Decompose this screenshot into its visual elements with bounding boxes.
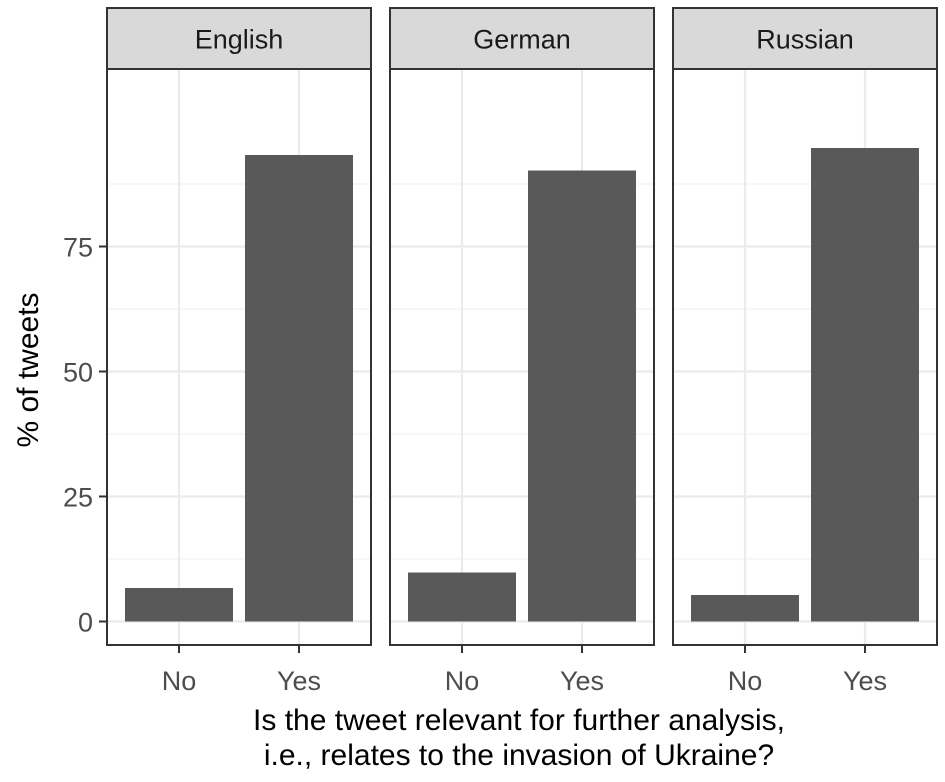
facet-strip-label: German [473, 25, 571, 55]
bar-russian-yes [811, 148, 919, 622]
y-tick-label: 0 [78, 608, 93, 638]
x-tick-label: No [162, 666, 197, 696]
bar-russian-no [691, 595, 799, 622]
facet-strip-label: Russian [756, 25, 854, 55]
y-axis: 0 25 50 75 [63, 233, 107, 638]
facet-strip-label: English [195, 25, 284, 55]
x-tick-label: Yes [277, 666, 321, 696]
facet-panel-russian: Russian No Yes [672, 7, 938, 696]
x-axis-title-line-2: i.e., relates to the invasion of Ukraine… [264, 739, 774, 772]
x-tick-label: Yes [560, 666, 604, 696]
y-tick-label: 25 [63, 483, 93, 513]
y-tick-label: 50 [63, 358, 93, 388]
facet-panels: English No Yes German No Yes Russian No Yes [106, 7, 938, 696]
bar-german-no [408, 572, 516, 622]
x-tick-label: No [445, 666, 480, 696]
facet-strip [389, 7, 655, 70]
bar-english-yes [245, 155, 353, 622]
facet-strip [106, 7, 372, 70]
y-axis-title: % of tweets [12, 292, 45, 447]
bar-german-yes [528, 170, 636, 622]
facet-panel-german: German No Yes [389, 7, 655, 696]
facet-strip [672, 7, 938, 70]
y-tick-label: 75 [63, 233, 93, 263]
x-tick-label: No [728, 666, 763, 696]
x-axis-title-line-1: Is the tweet relevant for further analys… [253, 704, 785, 737]
facet-panel-english: English No Yes [106, 7, 372, 696]
bar-english-no [125, 588, 233, 622]
x-tick-label: Yes [843, 666, 887, 696]
